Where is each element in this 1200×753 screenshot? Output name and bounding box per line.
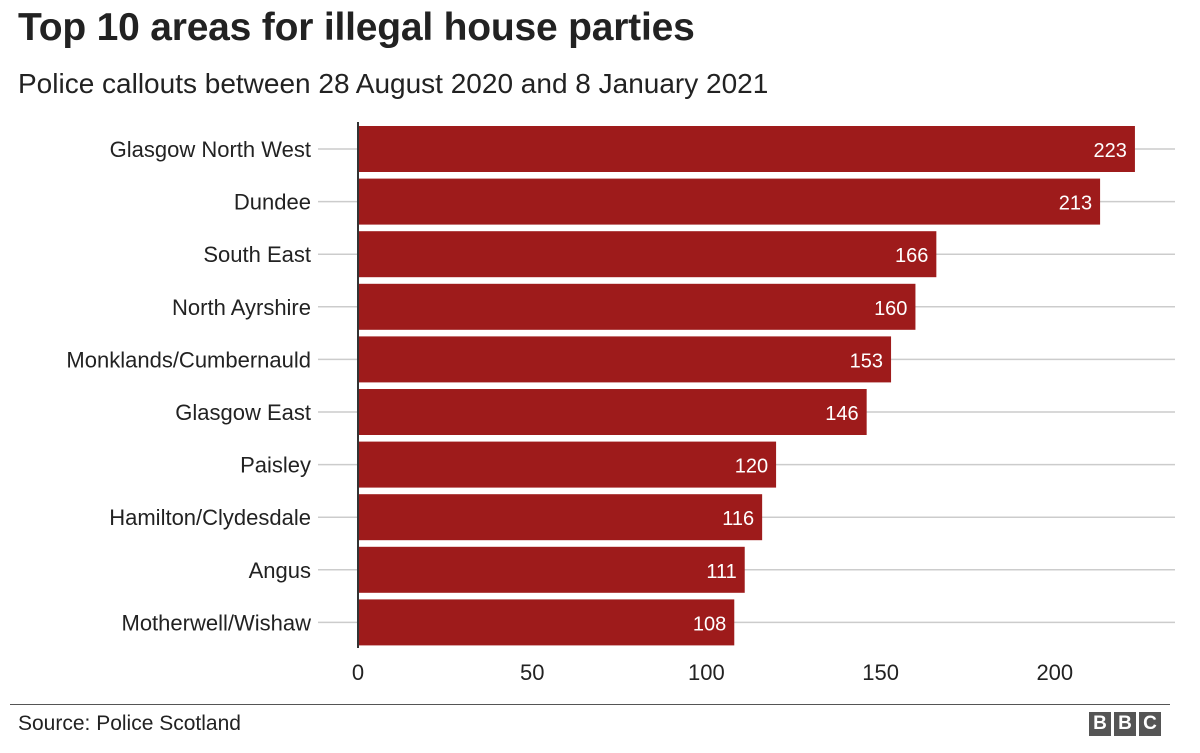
- data-label: 116: [722, 508, 754, 530]
- bar: [358, 494, 763, 541]
- category-label: North Ayrshire: [172, 295, 311, 320]
- data-label: 146: [825, 403, 858, 425]
- bar: [358, 599, 735, 646]
- category-label: Angus: [249, 558, 311, 583]
- bar-chart: 223 213 166 160 153 146 120 116 111 108 Glasgow N…: [66, 122, 1175, 685]
- footer-divider: [10, 704, 1170, 705]
- axes: Glasgow North West Dundee South East North …: [66, 122, 1073, 685]
- bar: [358, 336, 892, 383]
- bar: [358, 441, 777, 488]
- category-label: Glasgow East: [175, 400, 311, 425]
- data-label: 223: [1094, 140, 1127, 162]
- logo-block-b1: B: [1089, 712, 1111, 736]
- data-label: 120: [735, 456, 768, 478]
- bars: 223 213 166 160 153 146 120 116 111 108: [358, 126, 1135, 646]
- bar: [358, 126, 1135, 172]
- category-label: Hamilton/Clydesdale: [109, 505, 311, 530]
- data-label: 166: [895, 245, 928, 267]
- x-tick-label: 200: [1036, 660, 1073, 685]
- data-label: 160: [874, 298, 907, 320]
- data-label: 111: [706, 561, 736, 583]
- category-label: South East: [203, 242, 311, 267]
- x-tick-label: 50: [520, 660, 544, 685]
- bar: [358, 546, 745, 593]
- x-tick-label: 100: [688, 660, 725, 685]
- source-note: Source: Police Scotland: [18, 712, 241, 735]
- chart-subtitle: Police callouts between 28 August 2020 a…: [18, 68, 769, 99]
- data-label: 108: [693, 613, 726, 635]
- category-label: Dundee: [234, 190, 311, 215]
- category-label: Paisley: [240, 453, 311, 478]
- logo-block-c: C: [1139, 712, 1161, 736]
- category-label: Glasgow North West: [110, 137, 311, 162]
- bar: [358, 389, 867, 435]
- x-tick-label: 0: [352, 660, 364, 685]
- category-label: Monklands/Cumbernauld: [66, 347, 311, 372]
- chart-title: Top 10 areas for illegal house parties: [18, 6, 695, 49]
- bar: [358, 178, 1101, 225]
- bar: [358, 283, 916, 330]
- data-label: 153: [850, 350, 883, 372]
- bbc-logo: B B C: [1089, 712, 1161, 736]
- x-tick-label: 150: [862, 660, 899, 685]
- category-label: Motherwell/Wishaw: [122, 610, 312, 635]
- data-label: 213: [1059, 193, 1092, 215]
- logo-block-b2: B: [1114, 712, 1136, 736]
- bar: [358, 231, 937, 278]
